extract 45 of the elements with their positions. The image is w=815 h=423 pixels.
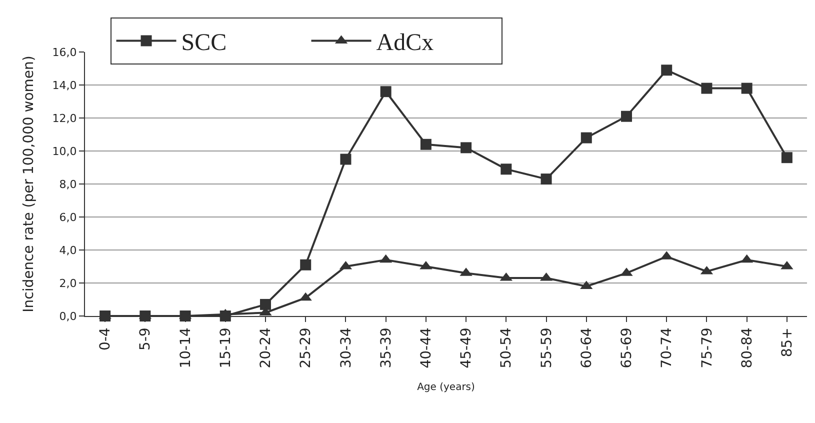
x-tick-label: 70-74 xyxy=(659,328,676,368)
point xyxy=(661,64,672,76)
point xyxy=(781,152,792,164)
x-tick-label: 15-19 xyxy=(218,328,234,368)
point xyxy=(500,164,512,175)
point xyxy=(340,154,352,165)
x-tick-label: 30-34 xyxy=(338,328,354,368)
legend-label: SCC xyxy=(181,30,227,56)
y-tick-label: 10,0 xyxy=(52,144,77,158)
x-tick-label: 5-9 xyxy=(138,328,154,350)
x-tick-label: 25-29 xyxy=(298,328,314,368)
y-axis-title: Incidence rate (per 100,000 women) xyxy=(20,56,37,312)
point xyxy=(300,259,312,270)
x-tick-label: 65-69 xyxy=(619,328,636,368)
point xyxy=(621,110,632,122)
x-tick-label: 75-79 xyxy=(699,328,716,368)
x-tick-label: 80-84 xyxy=(739,328,756,368)
point xyxy=(580,132,592,144)
point xyxy=(701,82,712,94)
y-tick-label: 12,0 xyxy=(52,112,77,125)
point xyxy=(460,142,472,154)
x-tick-label: 50-54 xyxy=(498,328,515,368)
x-tick-label: 85+ xyxy=(779,328,796,358)
x-tick-label: 60-64 xyxy=(578,328,595,368)
y-tick-label: 16,0 xyxy=(52,46,77,59)
y-tick-label: 8,0 xyxy=(59,178,77,191)
y-tick-label: 14,0 xyxy=(52,78,77,92)
y-tick-label: 2,0 xyxy=(59,276,77,290)
y-tick-label: 0,0 xyxy=(59,310,77,323)
point xyxy=(260,298,271,310)
x-tick-label: 45-49 xyxy=(458,328,475,368)
x-tick-label: 10-14 xyxy=(178,328,194,368)
point xyxy=(420,138,432,150)
x-axis-title: Age (years) xyxy=(417,382,476,393)
x-tick-label: 40-44 xyxy=(418,328,434,368)
point xyxy=(741,82,752,94)
point xyxy=(380,86,392,98)
x-tick-label: 0-4 xyxy=(98,328,114,350)
x-tick-label: 55-59 xyxy=(538,328,555,368)
x-tick-label: 35-39 xyxy=(378,328,394,368)
y-tick-label: 4,0 xyxy=(59,244,77,257)
x-tick-label: 20-24 xyxy=(258,328,274,368)
legend-label: AdCx xyxy=(376,30,434,56)
point xyxy=(540,174,552,185)
y-tick-label: 6,0 xyxy=(59,210,77,224)
